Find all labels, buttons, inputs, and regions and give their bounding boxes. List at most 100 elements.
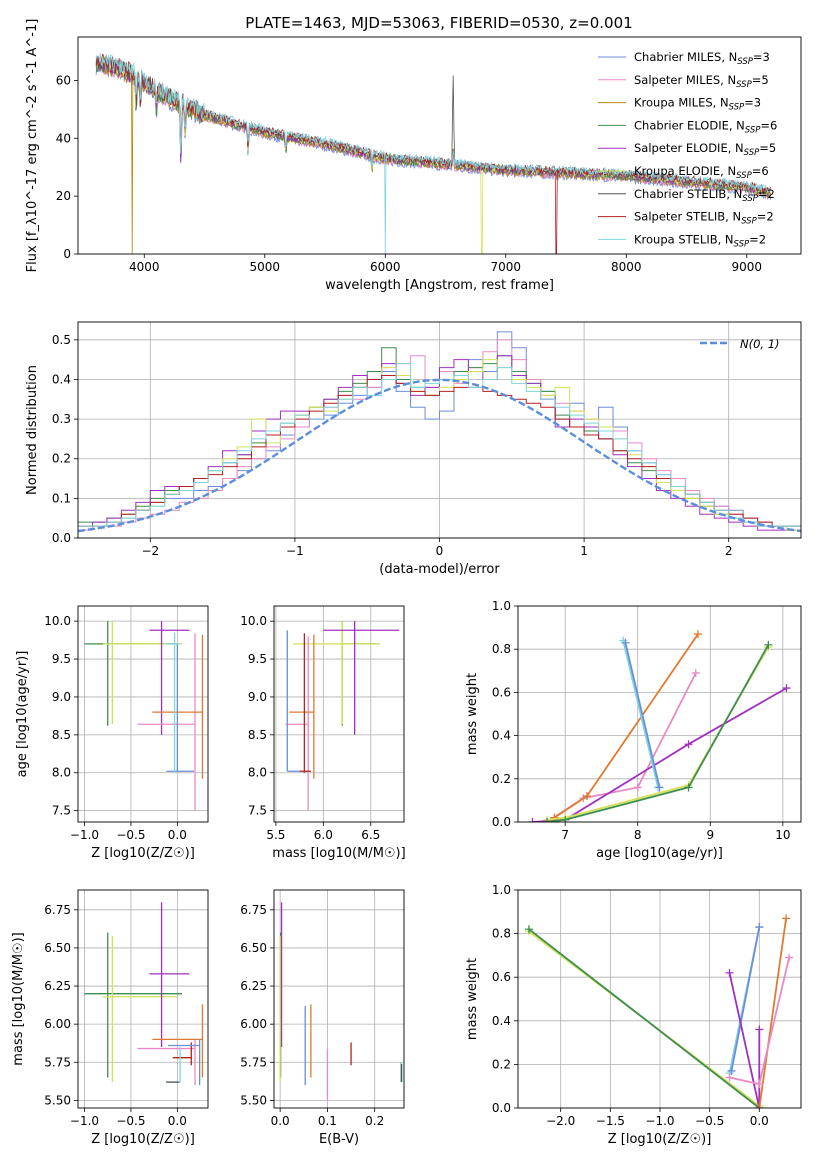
- chart-title: PLATE=1463, MJD=53063, FIBERID=0530, z=0…: [245, 14, 632, 32]
- y-tick-label: 0.3: [52, 412, 71, 426]
- y-tick-label: 0.2: [52, 452, 71, 466]
- weight-marker: [782, 684, 791, 693]
- y-tick-label: 5.75: [240, 1055, 267, 1069]
- histograms: [78, 331, 801, 533]
- legend-value: =6: [760, 118, 777, 132]
- axes-frame: [273, 605, 405, 823]
- x-tick-label: 10: [775, 828, 790, 842]
- y-tick-label: 6.75: [44, 903, 71, 917]
- spectrum-line: [95, 57, 771, 254]
- weight-marker: [782, 914, 791, 923]
- weight-marker: [693, 630, 702, 639]
- legend-subscript: SSP: [745, 125, 761, 135]
- legend-label: Kroupa STELIB, NSSP=2: [634, 232, 766, 249]
- x-tick-label: 4000: [129, 260, 160, 274]
- x-tick-label: −0.5: [116, 1114, 145, 1128]
- error-bars: [84, 621, 204, 811]
- y-tick-label: 0.6: [492, 970, 511, 984]
- x-axis-label: (data-model)/error: [379, 562, 500, 577]
- weight-marker: [755, 1104, 764, 1108]
- legend-label: Salpeter MILES, NSSP=5: [634, 73, 769, 90]
- weight-line: [728, 972, 761, 1108]
- mass-vs-ebv-panel: 0.0 0.1 0.2 5.50 5.75 6.00 6.25 6.50 6.75 E(B-V): [240, 889, 405, 1147]
- x-tick-label: 8000: [611, 260, 642, 274]
- y-tick-label: 0.5: [52, 333, 71, 347]
- y-tick-label: 6.75: [240, 903, 267, 917]
- y-tick-label: 5.75: [44, 1055, 71, 1069]
- legend-text: Chabrier STELIB, N: [634, 187, 742, 201]
- x-tick-label: 0.0: [750, 1114, 769, 1128]
- x-tick-label: 2: [725, 544, 733, 558]
- legend-label: Chabrier ELODIE, NSSP=6: [634, 118, 777, 135]
- y-tick-label: 0.0: [492, 815, 511, 829]
- residuals-panel: −2 −1 0 1 2 0.0 0.1 0.2 0.3 0.4 0.5 N(0, 1) (data-mo…: [25, 321, 802, 577]
- weight-marker: [561, 815, 570, 822]
- weight-lines: [528, 630, 791, 822]
- legend-label: Kroupa MILES, NSSP=3: [634, 96, 761, 113]
- x-tick-label: 0.2: [365, 1114, 384, 1128]
- legend-subscript: SSP: [742, 194, 758, 204]
- legend-text: Kroupa ELODIE, N: [634, 164, 736, 178]
- axes-frame: [517, 605, 802, 823]
- x-tick-label: 0.1: [318, 1114, 337, 1128]
- y-tick-label: 0.4: [492, 1014, 511, 1028]
- x-tick-label: 1: [580, 544, 588, 558]
- x-tick-label: −1.5: [596, 1114, 625, 1128]
- y-tick-label: 0.6: [492, 685, 511, 699]
- x-axis-label: Z [log10(Z/Z☉)]: [91, 1132, 195, 1147]
- y-tick-label: 0: [63, 247, 71, 261]
- y-tick-label: 6.00: [44, 1017, 71, 1031]
- legend-label: Salpeter STELIB, NSSP=2: [634, 210, 774, 227]
- y-tick-label: 10.0: [44, 614, 71, 628]
- legend-value: =3: [744, 96, 761, 110]
- y-tick-label: 8.0: [248, 766, 267, 780]
- weight-marker: [755, 923, 764, 932]
- x-tick-label: 0.0: [168, 1114, 187, 1128]
- weight-line: [624, 642, 661, 788]
- spectrum-line: [95, 52, 771, 254]
- legend-label: Chabrier STELIB, NSSP=2: [634, 187, 775, 204]
- y-tick-label: 0.1: [52, 491, 71, 505]
- legend-subscript: SSP: [734, 239, 750, 249]
- legend-value: =2: [749, 232, 766, 246]
- x-tick-label: −1: [286, 544, 304, 558]
- error-bars: [84, 902, 204, 1086]
- y-tick-label: 0.2: [492, 1057, 511, 1071]
- weight-marker: [691, 668, 700, 677]
- legend-label: Chabrier MILES, NSSP=3: [634, 50, 770, 67]
- y-tick-label: 0.8: [492, 642, 511, 656]
- weight-line: [528, 928, 760, 1108]
- x-tick-label: −1.0: [70, 828, 99, 842]
- x-tick-label: 0: [436, 544, 444, 558]
- weight-marker: [655, 783, 664, 792]
- weight-marker: [582, 792, 591, 801]
- x-tick-label: 9: [706, 828, 714, 842]
- y-tick-label: 6.25: [240, 979, 267, 993]
- weight-marker: [727, 1066, 736, 1075]
- legend-text: Salpeter MILES, N: [634, 73, 736, 87]
- x-tick-label: 6.5: [361, 828, 380, 842]
- y-tick-label: 20: [56, 189, 71, 203]
- legend-label: N(0, 1): [740, 337, 780, 351]
- weight-marker: [725, 968, 734, 977]
- y-tick-label: 0.2: [492, 772, 511, 786]
- legend-value: =6: [752, 164, 769, 178]
- weight-line: [532, 687, 787, 822]
- y-tick-label: 5.50: [44, 1093, 71, 1107]
- weight-marker: [684, 740, 693, 749]
- x-axis-label: E(B-V): [319, 1132, 359, 1147]
- x-axis-label: mass [log10(M/M☉)]: [272, 846, 405, 861]
- legend-subscript: SSP: [737, 57, 753, 67]
- legend-subscript: SSP: [729, 103, 745, 113]
- legend-text: Kroupa STELIB, N: [634, 232, 734, 246]
- mass-vs-metallicity-panel: −1.0 −0.5 0.0 5.50 5.75 6.00 6.25 6.50 6.75 Z [lo…: [11, 889, 209, 1147]
- legend-text: Salpeter STELIB, N: [634, 210, 741, 224]
- axes-frame: [273, 889, 405, 1109]
- x-tick-label: 0.0: [168, 828, 187, 842]
- y-tick-label: 8.0: [52, 766, 71, 780]
- legend-text: Chabrier ELODIE, N: [634, 118, 745, 132]
- x-tick-label: −2: [141, 544, 159, 558]
- weight-line: [622, 640, 659, 788]
- y-tick-label: 5.50: [240, 1093, 267, 1107]
